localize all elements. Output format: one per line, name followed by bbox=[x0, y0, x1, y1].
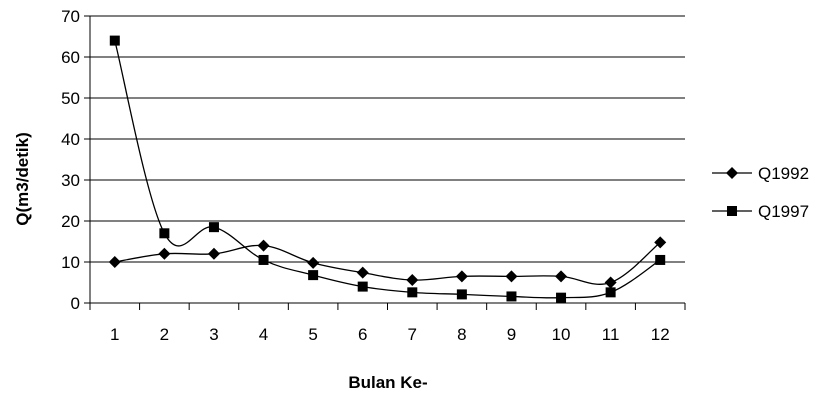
x-axis-ticks: 1 2 3 4 5 6 7 8 9 10 11 12 bbox=[89, 303, 686, 344]
x-tick-label: 12 bbox=[651, 325, 670, 344]
data-point bbox=[158, 247, 171, 260]
data-point bbox=[605, 287, 616, 298]
x-axis-title: Bulan Ke- bbox=[348, 373, 427, 392]
legend-marker bbox=[727, 206, 737, 216]
y-axis-ticks: 0 10 20 30 40 50 60 70 bbox=[61, 7, 90, 313]
series-layer bbox=[108, 35, 667, 303]
y-tick-label: 10 bbox=[61, 253, 80, 272]
x-tick-label: 3 bbox=[209, 325, 218, 344]
data-point bbox=[455, 270, 468, 283]
gridlines bbox=[90, 15, 685, 263]
data-point bbox=[257, 239, 270, 252]
data-point bbox=[407, 287, 418, 298]
data-point bbox=[208, 222, 219, 233]
x-tick-label: 10 bbox=[552, 325, 571, 344]
data-point bbox=[307, 256, 320, 269]
series-line bbox=[114, 40, 661, 299]
series-line bbox=[114, 241, 661, 285]
x-tick-label: 9 bbox=[507, 325, 516, 344]
y-tick-label: 60 bbox=[61, 48, 80, 67]
data-point bbox=[207, 247, 220, 260]
data-point bbox=[308, 270, 319, 281]
data-point bbox=[258, 254, 269, 265]
data-point bbox=[456, 289, 467, 300]
data-point bbox=[505, 270, 518, 283]
data-point bbox=[655, 254, 666, 265]
x-tick-label: 2 bbox=[160, 325, 169, 344]
data-point bbox=[108, 256, 121, 268]
y-tick-label: 30 bbox=[61, 171, 80, 190]
data-point bbox=[159, 228, 170, 239]
data-point bbox=[604, 276, 617, 289]
x-tick-label: 1 bbox=[110, 325, 119, 344]
legend-label: Q1997 bbox=[758, 202, 809, 221]
legend-marker bbox=[726, 167, 738, 179]
data-point bbox=[556, 292, 567, 303]
x-tick-label: 11 bbox=[602, 325, 620, 344]
x-tick-label: 4 bbox=[259, 325, 268, 344]
y-tick-label: 20 bbox=[61, 212, 80, 231]
y-tick-label: 40 bbox=[61, 130, 80, 149]
data-point bbox=[357, 281, 368, 292]
y-axis-title: Q(m3/detik) bbox=[13, 132, 32, 226]
x-tick-label: 5 bbox=[308, 325, 317, 344]
axes bbox=[89, 16, 685, 304]
data-point bbox=[506, 291, 517, 302]
y-tick-label: 70 bbox=[61, 7, 80, 26]
data-point bbox=[109, 35, 120, 46]
x-tick-label: 6 bbox=[358, 325, 367, 344]
series-Q1992 bbox=[108, 236, 667, 289]
data-point bbox=[555, 270, 568, 283]
data-point bbox=[406, 274, 419, 287]
y-tick-label: 0 bbox=[71, 294, 80, 313]
series-Q1997 bbox=[109, 35, 666, 303]
data-point bbox=[654, 236, 667, 249]
legend-label: Q1992 bbox=[758, 164, 809, 183]
x-tick-label: 8 bbox=[457, 325, 466, 344]
data-point bbox=[356, 266, 369, 279]
legend: Q1992 Q1997 bbox=[712, 164, 809, 221]
x-tick-label: 7 bbox=[408, 325, 417, 344]
y-tick-label: 50 bbox=[61, 89, 80, 108]
